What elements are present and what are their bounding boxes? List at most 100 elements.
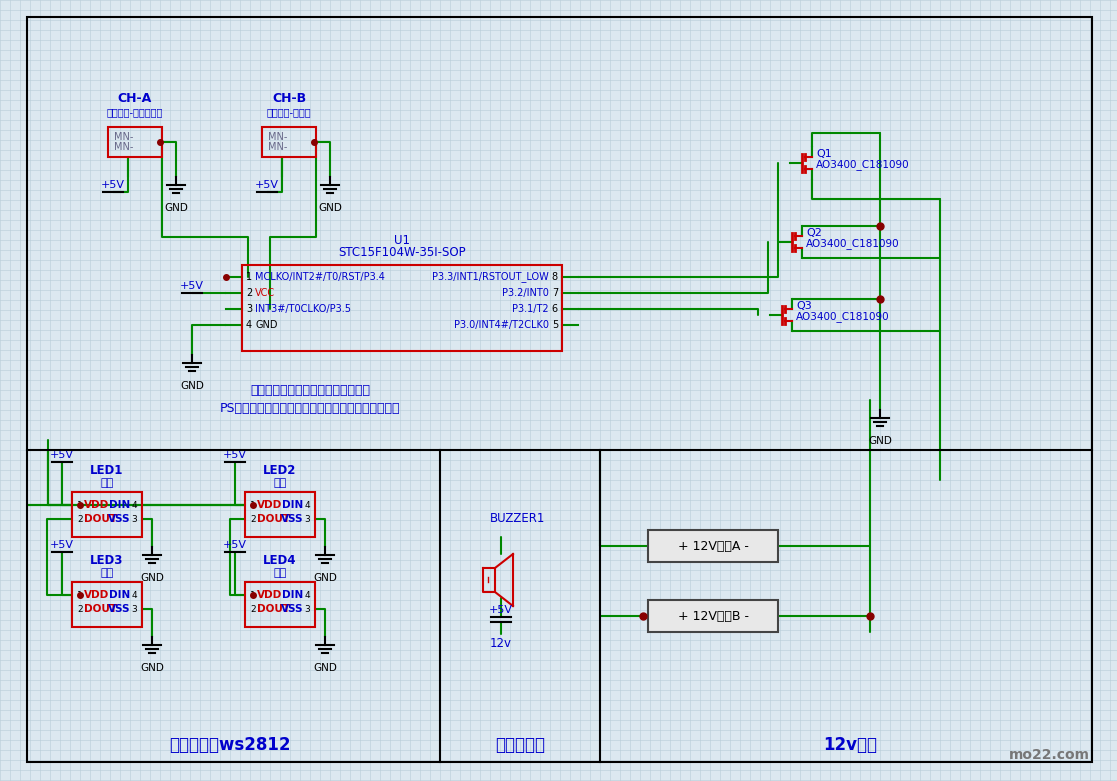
Text: 1: 1	[250, 501, 256, 509]
Text: + 12V灯带A -: + 12V灯带A -	[678, 540, 748, 552]
Text: DIN: DIN	[281, 590, 303, 600]
Text: PS：两个通道都要插在接收机上，否则不能正常工作: PS：两个通道都要插在接收机上，否则不能正常工作	[220, 401, 400, 415]
Text: AO3400_C181090: AO3400_C181090	[817, 159, 909, 170]
Bar	[71, 582, 142, 627]
Text: 右前: 右前	[274, 478, 287, 488]
Text: 4: 4	[132, 501, 137, 509]
Text: 12v灯带: 12v灯带	[823, 736, 877, 754]
Text: 有源蜂鸣器: 有源蜂鸣器	[495, 736, 545, 754]
Text: DOUT: DOUT	[257, 514, 290, 524]
Text: BUZZER1: BUZZER1	[490, 512, 545, 525]
Text: VDD: VDD	[84, 590, 109, 600]
Text: DOUT: DOUT	[84, 604, 117, 614]
Text: VSS: VSS	[280, 514, 303, 524]
Text: MN-: MN-	[114, 132, 133, 142]
Text: 1: 1	[77, 590, 83, 600]
Text: +5V: +5V	[223, 540, 247, 550]
Text: 12v: 12v	[490, 637, 512, 650]
Text: DIN: DIN	[108, 500, 130, 510]
Bar	[242, 265, 562, 351]
Text: GND: GND	[868, 436, 892, 446]
Bar	[245, 492, 315, 537]
Text: 3: 3	[132, 604, 137, 614]
Text: 1: 1	[250, 590, 256, 600]
Text: AO3400_C181090: AO3400_C181090	[796, 312, 889, 323]
Text: GND: GND	[164, 203, 188, 213]
Text: GND: GND	[255, 320, 277, 330]
Text: LED2: LED2	[264, 464, 297, 477]
Text: +5V: +5V	[101, 180, 125, 190]
Text: 2: 2	[77, 604, 83, 614]
Text: Q1: Q1	[817, 149, 832, 159]
Text: 4: 4	[132, 590, 137, 600]
Bar	[648, 530, 779, 562]
Text: +5V: +5V	[50, 540, 74, 550]
Text: P3.1/T2: P3.1/T2	[513, 304, 548, 314]
Text: 2: 2	[77, 515, 83, 523]
Text: GND: GND	[140, 663, 164, 673]
Text: Q3: Q3	[796, 301, 812, 311]
Text: 2: 2	[246, 288, 252, 298]
Text: 8: 8	[552, 272, 558, 282]
Text: +5V: +5V	[50, 450, 74, 460]
Text: 7: 7	[552, 288, 558, 298]
Text: LED4: LED4	[264, 554, 297, 567]
Text: 4: 4	[304, 501, 311, 509]
Text: 4: 4	[304, 590, 311, 600]
Bar	[108, 127, 162, 157]
Text: P3.3/INT1/RSTOUT_LOW: P3.3/INT1/RSTOUT_LOW	[432, 272, 548, 283]
Text: 3: 3	[304, 604, 311, 614]
Text: GND: GND	[140, 573, 164, 583]
Text: GND: GND	[180, 381, 204, 391]
Text: MN-: MN-	[114, 142, 133, 152]
Text: 三段开关-桨灯加航灯: 三段开关-桨灯加航灯	[107, 107, 163, 117]
Text: DOUT: DOUT	[84, 514, 117, 524]
Text: +5V: +5V	[489, 605, 513, 615]
Text: DIN: DIN	[108, 590, 130, 600]
Text: 2: 2	[250, 604, 256, 614]
Text: 左前: 左前	[101, 478, 114, 488]
Text: +5V: +5V	[223, 450, 247, 460]
Text: LED3: LED3	[90, 554, 124, 567]
Text: INT3#/T0CLKO/P3.5: INT3#/T0CLKO/P3.5	[255, 304, 351, 314]
Text: VSS: VSS	[280, 604, 303, 614]
Text: GND: GND	[318, 203, 342, 213]
Text: + 12V灯带B -: + 12V灯带B -	[678, 609, 748, 622]
Text: MN-: MN-	[268, 142, 287, 152]
Text: AO3400_C181090: AO3400_C181090	[806, 238, 899, 249]
Text: P3.0/INT4#/T2CLK0: P3.0/INT4#/T2CLK0	[454, 320, 548, 330]
Bar	[71, 492, 142, 537]
Text: 左后: 左后	[101, 568, 114, 578]
Text: 3: 3	[132, 515, 137, 523]
Text: Q2: Q2	[806, 228, 822, 238]
Text: STC15F104W-35I-SOP: STC15F104W-35I-SOP	[338, 246, 466, 259]
Text: 3: 3	[246, 304, 252, 314]
Text: 桨灯，四个ws2812: 桨灯，四个ws2812	[170, 736, 290, 754]
Text: MCLKO/INT2#/T0/RST/P3.4: MCLKO/INT2#/T0/RST/P3.4	[255, 272, 385, 282]
Text: MN-: MN-	[268, 132, 287, 142]
Text: 右后: 右后	[274, 568, 287, 578]
Text: CH-A: CH-A	[118, 92, 152, 105]
Text: DOUT: DOUT	[257, 604, 290, 614]
Text: LED1: LED1	[90, 464, 124, 477]
Bar	[245, 582, 315, 627]
Text: 5: 5	[552, 320, 558, 330]
Text: 1: 1	[77, 501, 83, 509]
Text: VDD: VDD	[84, 500, 109, 510]
Text: VDD: VDD	[257, 500, 283, 510]
Bar	[262, 127, 316, 157]
Text: 3: 3	[304, 515, 311, 523]
Text: 1: 1	[246, 272, 252, 282]
Text: 模块内部电路，包括信号输入及输出: 模块内部电路，包括信号输入及输出	[250, 383, 370, 397]
Text: 6: 6	[552, 304, 558, 314]
Text: VCC: VCC	[255, 288, 275, 298]
Text: GND: GND	[313, 573, 337, 583]
Text: P3.2/INT0: P3.2/INT0	[503, 288, 548, 298]
Text: VSS: VSS	[107, 514, 130, 524]
Text: DIN: DIN	[281, 500, 303, 510]
Text: CH-B: CH-B	[271, 92, 306, 105]
Text: 两段开关-蜂鸣器: 两段开关-蜂鸣器	[267, 107, 312, 117]
Text: U1: U1	[394, 234, 410, 247]
Text: 4: 4	[246, 320, 252, 330]
Text: VDD: VDD	[257, 590, 283, 600]
